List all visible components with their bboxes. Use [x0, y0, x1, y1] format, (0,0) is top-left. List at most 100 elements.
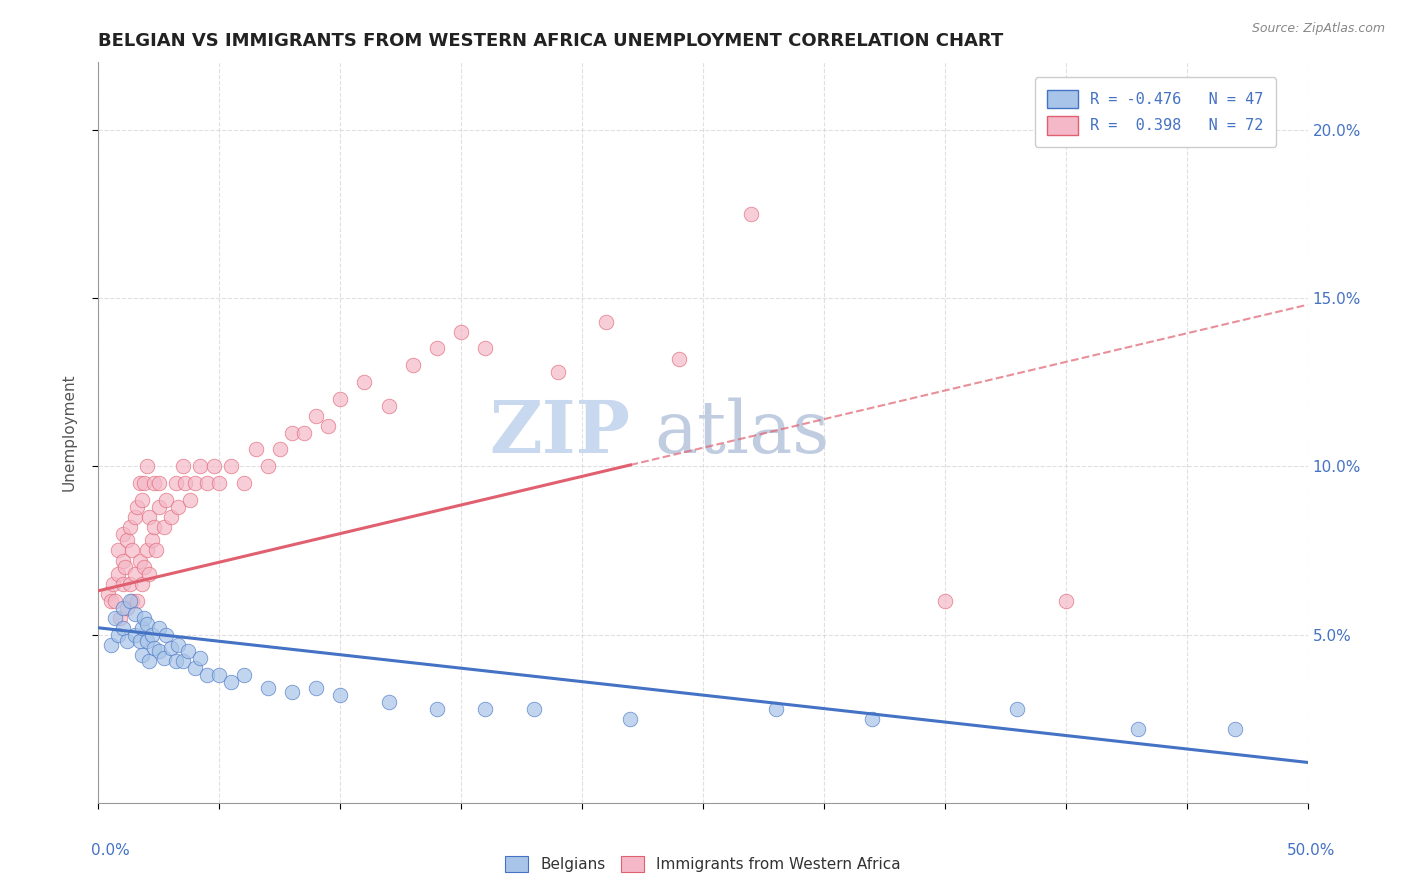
Point: [138, 566, 160, 581]
Point: [281, 425, 304, 440]
Point: [179, 492, 201, 507]
Point: [155, 492, 177, 507]
Point: [184, 476, 207, 491]
Point: [256, 681, 278, 696]
Text: BELGIAN VS IMMIGRANTS FROM WESTERN AFRICA UNEMPLOYMENT CORRELATION CHART: BELGIAN VS IMMIGRANTS FROM WESTERN AFRIC…: [98, 32, 1004, 50]
Point: [377, 695, 399, 709]
Point: [208, 476, 231, 491]
Point: [148, 476, 170, 491]
Point: [195, 476, 218, 491]
Point: [145, 543, 167, 558]
Point: [134, 560, 156, 574]
Point: [121, 543, 143, 558]
Point: [204, 459, 226, 474]
Point: [1223, 722, 1246, 736]
Point: [195, 668, 218, 682]
Point: [1054, 594, 1077, 608]
Point: [131, 577, 153, 591]
Point: [124, 627, 146, 641]
Point: [117, 533, 139, 548]
Point: [740, 207, 762, 221]
Point: [127, 594, 149, 608]
Point: [107, 627, 129, 641]
Point: [117, 634, 139, 648]
Point: [232, 668, 254, 682]
Point: [523, 701, 546, 715]
Point: [547, 365, 569, 379]
Point: [155, 627, 177, 641]
Point: [100, 638, 122, 652]
Point: [100, 594, 122, 608]
Point: [256, 459, 278, 474]
Point: [377, 399, 399, 413]
Point: [765, 701, 787, 715]
Point: [426, 701, 449, 715]
Point: [138, 509, 160, 524]
Point: [1007, 701, 1029, 715]
Point: [135, 634, 157, 648]
Point: [160, 509, 183, 524]
Point: [135, 617, 157, 632]
Point: [329, 688, 352, 702]
Point: [160, 640, 183, 655]
Point: [128, 553, 150, 567]
Point: [143, 476, 166, 491]
Point: [135, 543, 157, 558]
Point: [292, 425, 315, 440]
Point: [108, 610, 131, 624]
Point: [426, 342, 449, 356]
Point: [148, 644, 170, 658]
Point: [1128, 722, 1150, 736]
Point: [245, 442, 267, 457]
Point: [188, 651, 211, 665]
Point: [131, 621, 153, 635]
Y-axis label: Unemployment: Unemployment: [62, 374, 77, 491]
Point: [668, 351, 690, 366]
Point: [111, 621, 134, 635]
Point: [619, 712, 641, 726]
Point: [128, 634, 150, 648]
Point: [128, 476, 150, 491]
Point: [124, 607, 146, 622]
Point: [474, 701, 496, 715]
Point: [305, 409, 328, 423]
Point: [172, 459, 194, 474]
Point: [143, 520, 166, 534]
Point: [114, 560, 136, 574]
Point: [208, 668, 231, 682]
Point: [353, 375, 375, 389]
Point: [167, 500, 190, 514]
Point: [148, 500, 170, 514]
Point: [141, 627, 163, 641]
Legend: R = -0.476   N = 47, R =  0.398   N = 72: R = -0.476 N = 47, R = 0.398 N = 72: [1035, 78, 1275, 147]
Point: [165, 655, 187, 669]
Point: [127, 500, 149, 514]
Point: [101, 577, 124, 591]
Point: [188, 459, 211, 474]
Point: [184, 661, 207, 675]
Point: [107, 566, 129, 581]
Point: [134, 610, 156, 624]
Point: [131, 648, 153, 662]
Point: [305, 681, 328, 696]
Point: [131, 492, 153, 507]
Point: [148, 621, 170, 635]
Point: [934, 594, 956, 608]
Point: [134, 476, 156, 491]
Point: [118, 577, 141, 591]
Point: [316, 418, 339, 433]
Point: [174, 476, 197, 491]
Text: 50.0%: 50.0%: [1288, 843, 1336, 858]
Point: [111, 600, 134, 615]
Point: [118, 520, 141, 534]
Point: [135, 459, 157, 474]
Point: [221, 674, 243, 689]
Point: [141, 533, 163, 548]
Legend: Belgians, Immigrants from Western Africa: Belgians, Immigrants from Western Africa: [498, 848, 908, 880]
Point: [860, 712, 883, 726]
Point: [107, 543, 129, 558]
Text: Source: ZipAtlas.com: Source: ZipAtlas.com: [1251, 22, 1385, 36]
Point: [172, 655, 194, 669]
Point: [165, 476, 187, 491]
Point: [329, 392, 352, 406]
